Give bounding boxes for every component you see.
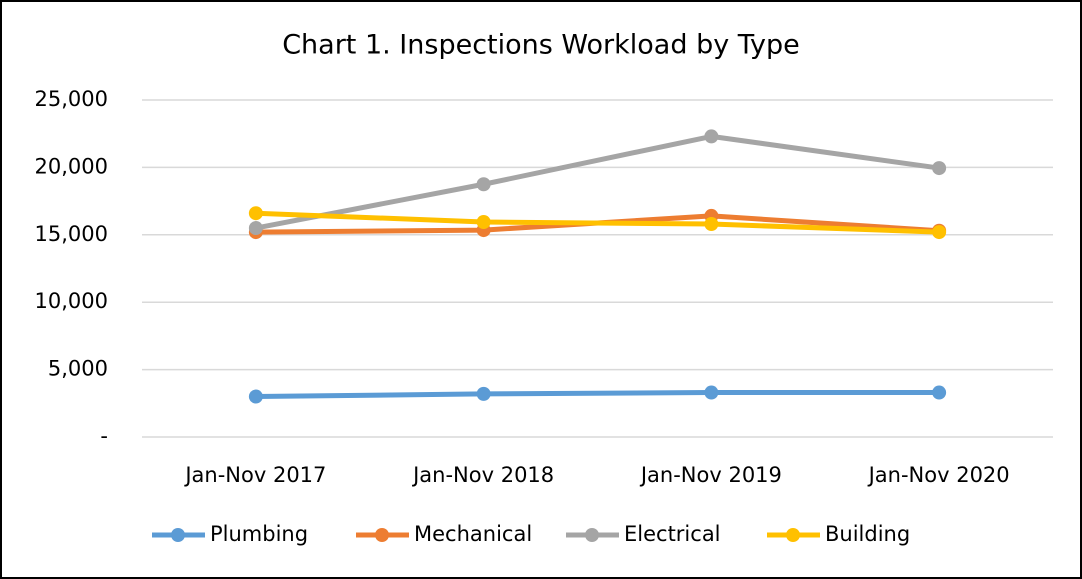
- y-tick-label: 20,000: [35, 154, 108, 178]
- y-tick-label: 5,000: [48, 357, 108, 381]
- y-tick-label: 10,000: [35, 289, 108, 313]
- x-tick-label: Jan-Nov 2019: [639, 463, 782, 487]
- legend-label: Plumbing: [210, 522, 308, 546]
- legend-label: Building: [825, 522, 910, 546]
- y-tick-label: 25,000: [35, 87, 108, 111]
- legend-marker: [375, 528, 389, 542]
- legend-marker: [786, 528, 800, 542]
- data-point: [932, 161, 947, 176]
- legend-marker: [171, 528, 185, 542]
- data-point: [476, 177, 491, 192]
- data-point: [704, 129, 719, 144]
- data-point: [932, 225, 947, 240]
- data-point: [248, 206, 263, 221]
- legend-marker: [585, 528, 599, 542]
- data-point: [932, 385, 947, 400]
- y-tick-label: -: [100, 424, 108, 448]
- series-line: [253, 390, 942, 400]
- x-tick-label: Jan-Nov 2018: [411, 463, 554, 487]
- x-tick-label: Jan-Nov 2017: [183, 463, 326, 487]
- data-point: [248, 389, 263, 404]
- data-point: [476, 214, 491, 229]
- legend-label: Mechanical: [414, 522, 532, 546]
- series-line: [253, 210, 942, 235]
- chart-title: Chart 1. Inspections Workload by Type: [282, 30, 800, 61]
- x-tick-label: Jan-Nov 2020: [867, 463, 1010, 487]
- y-tick-label: 15,000: [35, 222, 108, 246]
- legend-label: Electrical: [624, 522, 721, 546]
- data-point: [704, 385, 719, 400]
- data-point: [476, 386, 491, 401]
- data-point: [704, 217, 719, 232]
- series-line: [253, 133, 942, 231]
- data-point: [248, 221, 263, 236]
